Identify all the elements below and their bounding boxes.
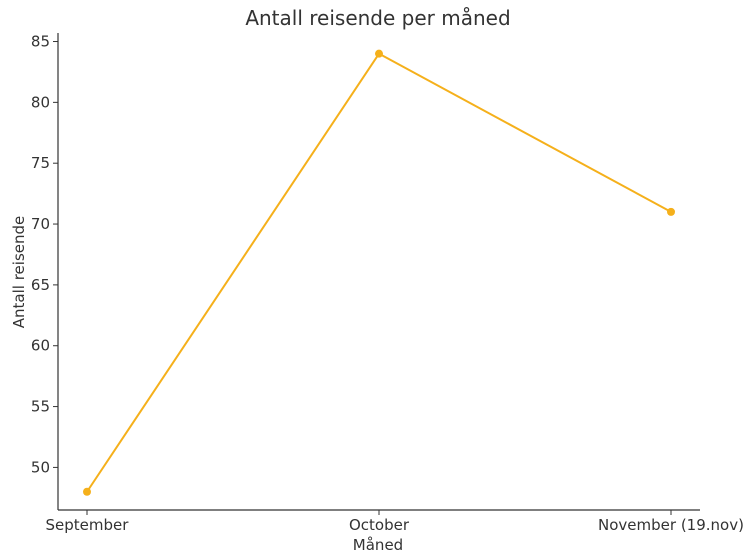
y-tick-label: 50	[31, 458, 50, 476]
x-tick-label: September	[46, 516, 130, 534]
x-tick-label: October	[349, 516, 410, 534]
data-point	[375, 49, 383, 58]
y-tick-label: 75	[31, 154, 50, 172]
chart-title: Antall reisende per måned	[245, 6, 510, 30]
y-axis-label: Antall reisende	[10, 216, 28, 328]
y-tick-label: 70	[31, 215, 50, 233]
x-tick-label: November (19.nov)	[598, 516, 744, 534]
x-axis-label: Måned	[353, 536, 403, 554]
data-point	[667, 207, 675, 216]
y-tick-label: 55	[31, 398, 50, 416]
y-tick-label: 85	[31, 33, 50, 51]
data-point	[83, 487, 91, 496]
y-tick-label: 65	[31, 276, 50, 294]
series-line	[86, 52, 672, 493]
x-axis: September October November (19.nov)	[46, 509, 744, 534]
y-tick-label: 80	[31, 93, 50, 111]
series-layer	[83, 49, 675, 496]
y-axis: 50 55 60 65 70 75 80 85	[31, 33, 59, 510]
y-tick-label: 60	[31, 337, 50, 355]
